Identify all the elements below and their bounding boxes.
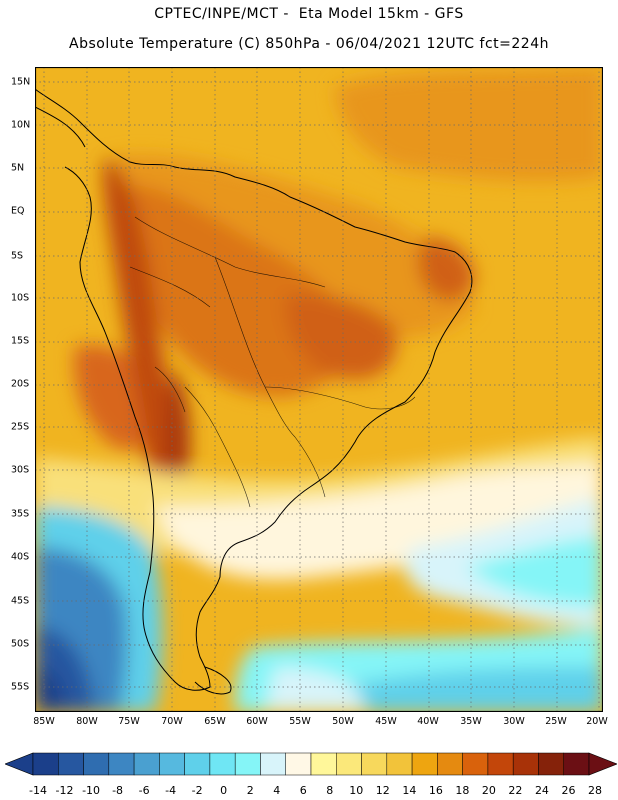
colorbar-swatch (437, 752, 463, 776)
lat-label-5s: 5S (11, 250, 24, 262)
lon-label-75w: 75W (118, 716, 140, 727)
colorbar-swatch (361, 752, 388, 776)
lat-label-eq: EQ (11, 205, 25, 217)
colorbar-swatch (32, 752, 59, 776)
colorbar-swatch (462, 752, 489, 776)
graticule (35, 67, 603, 712)
colorbar-tick-label: 18 (455, 784, 470, 797)
colorbar-tick-label: 20 (481, 784, 496, 797)
colorbar-tick-label: -2 (191, 784, 203, 797)
colorbar-tick-label: 26 (561, 784, 576, 797)
colorbar-swatch (184, 752, 211, 776)
colorbar-swatch (487, 752, 514, 776)
colorbar-tick-label: -8 (112, 784, 124, 797)
lat-label-45s: 45S (11, 595, 30, 607)
colorbar-high-arrow (588, 752, 617, 776)
colorbar-tick-label: 6 (299, 784, 307, 797)
colorbar-tick-label: -4 (165, 784, 177, 797)
colorbar-tick-label: 0 (220, 784, 228, 797)
colorbar-swatch (133, 752, 160, 776)
colorbar-swatch (234, 752, 261, 776)
colorbar-swatch (108, 752, 135, 776)
colorbar-swatch (209, 752, 236, 776)
colorbar-tick-label: 12 (375, 784, 390, 797)
colorbar-tick-label: 22 (508, 784, 523, 797)
lat-label-50s: 50S (11, 638, 30, 650)
country-borders (129, 216, 416, 508)
lon-label-85w: 85W (33, 716, 55, 727)
lat-label-10s: 10S (11, 292, 30, 304)
lat-label-25s: 25S (11, 421, 30, 433)
lon-label-65w: 65W (204, 716, 226, 727)
coastline (35, 88, 473, 695)
lon-label-45w: 45W (375, 716, 397, 727)
lon-label-80w: 80W (76, 716, 98, 727)
colorbar-low-arrow (5, 752, 34, 776)
lat-label-40s: 40S (11, 551, 30, 563)
colorbar-swatch (310, 752, 337, 776)
lon-label-35w: 35W (460, 716, 482, 727)
colorbar-swatch (285, 752, 312, 776)
colorbar-swatch (159, 752, 185, 776)
colorbar-tick-label: 10 (349, 784, 364, 797)
colorbar-swatch (512, 752, 539, 776)
lon-label-55w: 55W (289, 716, 311, 727)
temperature-map (35, 67, 603, 712)
chart-title-line1: CPTEC/INPE/MCT - Eta Model 15km - GFS (154, 6, 464, 22)
lat-label-10n: 10N (11, 119, 31, 131)
lat-label-20s: 20S (11, 378, 30, 390)
colorbar-tick-label: -12 (55, 784, 74, 797)
lon-label-60w: 60W (246, 716, 268, 727)
lat-label-35s: 35S (11, 508, 30, 520)
lon-label-70w: 70W (161, 716, 183, 727)
colorbar-tick-label: 2 (246, 784, 254, 797)
lat-label-15n: 15N (11, 76, 31, 88)
colorbar-swatch (411, 752, 438, 776)
colorbar-tick-label: 14 (402, 784, 417, 797)
colorbar-tick-label: -6 (138, 784, 150, 797)
lon-label-25w: 25W (545, 716, 567, 727)
colorbar-swatch (336, 752, 362, 776)
colorbar-swatch (83, 752, 110, 776)
colorbar-swatch (538, 752, 564, 776)
colorbar-tick-label: 8 (326, 784, 334, 797)
lat-label-30s: 30S (11, 464, 30, 476)
colorbar-tick-label: 4 (273, 784, 281, 797)
lon-label-30w: 30W (503, 716, 525, 727)
colorbar-swatch (563, 752, 590, 776)
lon-label-20w: 20W (586, 716, 608, 727)
lat-label-5n: 5N (11, 162, 25, 174)
colorbar-tick-label: -10 (82, 784, 101, 797)
colorbar-swatch (260, 752, 286, 776)
colorbar-tick-label: 16 (428, 784, 443, 797)
lon-label-40w: 40W (417, 716, 439, 727)
colorbar-tick-label: 28 (588, 784, 602, 797)
colorbar-swatch (386, 752, 413, 776)
lon-label-50w: 50W (332, 716, 354, 727)
lat-label-15s: 15S (11, 335, 30, 347)
map-frame (35, 67, 603, 712)
color-legend (5, 752, 617, 776)
colorbar-tick-label: -14 (29, 784, 47, 797)
colorbar-tick-label: 24 (534, 784, 549, 797)
chart-title-line2: Absolute Temperature (C) 850hPa - 06/04/… (69, 36, 549, 52)
lat-label-55s: 55S (11, 681, 30, 693)
colorbar-swatch (58, 752, 84, 776)
